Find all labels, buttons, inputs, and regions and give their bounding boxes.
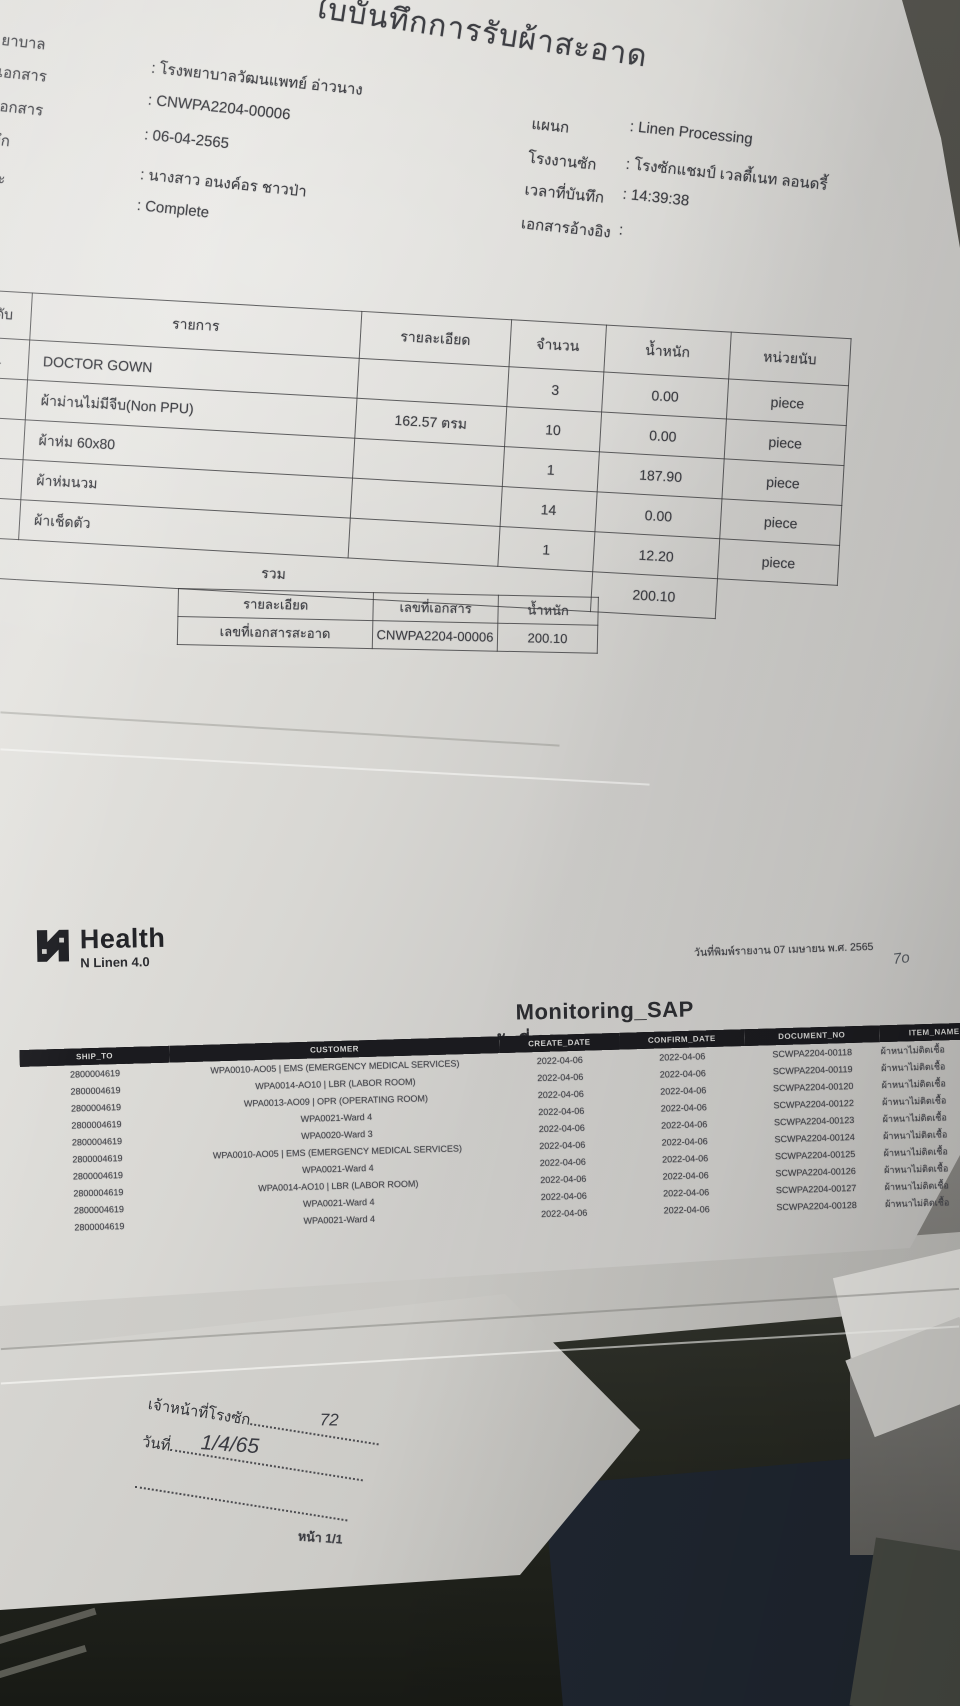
- logo-sub-text: N Linen 4.0: [80, 954, 150, 971]
- item-index-cell: 4: [0, 456, 24, 500]
- sap-table-body: 2800004619 WPA0010-AO05 | EMS (EMERGENCY…: [20, 1039, 960, 1237]
- handwritten-mark: 7o: [892, 949, 911, 968]
- sap-item-cell: ผ้าหนาไม่ติดเชื้อ: [882, 1128, 948, 1141]
- doc1-label-hospital: ยาบาล: [0, 31, 47, 54]
- sap-item-cell: ผ้าหนาไม่ติดเชื้อ: [882, 1094, 947, 1107]
- item-unit-cell: piece: [717, 538, 840, 586]
- summary-docno-cell: CNWPA2204-00006: [372, 620, 498, 652]
- paper-sheet-main: [0, 0, 960, 1306]
- n-health-logo: Health N Linen 4.0: [34, 922, 166, 971]
- sap-item-cell: ผ้าหนาไม่ติดเชื้อ: [884, 1179, 949, 1192]
- items-header-weight: น้ำหนัก: [603, 325, 732, 379]
- date-label: วันที่: [140, 1433, 172, 1455]
- summary-header-docno: เลขที่เอกสาร: [372, 592, 499, 624]
- item-qty-cell: 3: [506, 366, 604, 412]
- paper-sheet-signature: [0, 1294, 640, 1610]
- item-qty-cell: 10: [504, 406, 602, 452]
- items-header-unit: หน่วยนับ: [728, 332, 852, 386]
- item-index-cell: 3: [0, 416, 26, 460]
- items-header-qty: จำนวน: [509, 319, 607, 373]
- sap-confirm-cell: 2022-04-06: [663, 1203, 710, 1216]
- doc1-items-table: ำดับ รายการ รายละเอียด จำนวน น้ำหนัก หน่…: [0, 289, 852, 626]
- items-header-index: ำดับ: [0, 289, 33, 340]
- staff-signature: 72: [319, 1410, 339, 1430]
- doc1-label-docdate: เอกสาร: [0, 97, 45, 120]
- item-weight-cell: 12.20: [592, 531, 720, 579]
- doc1-label-department: แผนก: [530, 115, 571, 137]
- summary-header-weight: น้ำหนัก: [497, 595, 599, 626]
- items-total-value: 200.10: [590, 571, 718, 619]
- item-weight-cell: 0.00: [594, 491, 722, 539]
- summary-detail-cell: เลขที่เอกสารสะอาด: [177, 616, 373, 649]
- sap-item-cell: ผ้าหนาไม่ติดเชื้อ: [884, 1196, 950, 1209]
- sap-item-cell: ผ้าหนาไม่ติดเชื้อ: [881, 1077, 947, 1090]
- date-handwritten: 1/4/65: [199, 1431, 260, 1459]
- items-total-empty: [715, 579, 837, 626]
- sap-item-cell: ผ้าหนาไม่ติดเชื้อ: [881, 1060, 946, 1073]
- item-weight-cell: 0.00: [599, 411, 727, 459]
- item-index-cell: 1: [0, 336, 30, 380]
- n-health-logo-icon: [36, 929, 70, 962]
- item-qty-cell: 1: [497, 526, 595, 572]
- item-qty-cell: 14: [500, 486, 598, 532]
- summary-header-detail: รายละเอียด: [177, 588, 374, 621]
- item-weight-cell: 187.90: [597, 451, 725, 499]
- item-index-cell: 5: [0, 496, 21, 540]
- doc1-summary-table: รายละเอียด เลขที่เอกสาร น้ำหนัก เลขที่เอ…: [177, 588, 599, 654]
- doc1-label-docno: ี่เอกสาร: [0, 63, 48, 86]
- sap-item-cell: ผ้าหนาไม่ติดเชื้อ: [883, 1162, 949, 1175]
- item-index-cell: 2: [0, 376, 28, 420]
- item-weight-cell: 0.00: [601, 372, 729, 419]
- items-header-detail: รายละเอียด: [359, 311, 512, 367]
- sap-item-cell: ผ้าหนาไม่ติดเชื้อ: [880, 1043, 946, 1056]
- item-unit-cell: piece: [719, 498, 842, 546]
- sap-item-cell: ผ้าหนาไม่ติดเชื้อ: [883, 1145, 948, 1158]
- sap-create-cell: 2022-04-06: [541, 1207, 588, 1219]
- sap-header-item: ITEM_NAME: [878, 1022, 960, 1043]
- item-unit-cell: piece: [724, 418, 847, 466]
- item-qty-cell: 1: [502, 446, 600, 492]
- doc2-sap-table: SHIP_TO CUSTOMER CREATE_DATE CONFIRM_DAT…: [19, 1022, 960, 1237]
- item-unit-cell: piece: [721, 458, 845, 506]
- logo-brand-text: Health: [79, 922, 166, 955]
- sap-item-cell: ผ้าหนาไม่ติดเชื้อ: [882, 1111, 947, 1124]
- summary-weight-cell: 200.10: [497, 623, 598, 654]
- page-footer: หน้า 1/1: [297, 1529, 344, 1547]
- item-unit-cell: piece: [726, 378, 849, 426]
